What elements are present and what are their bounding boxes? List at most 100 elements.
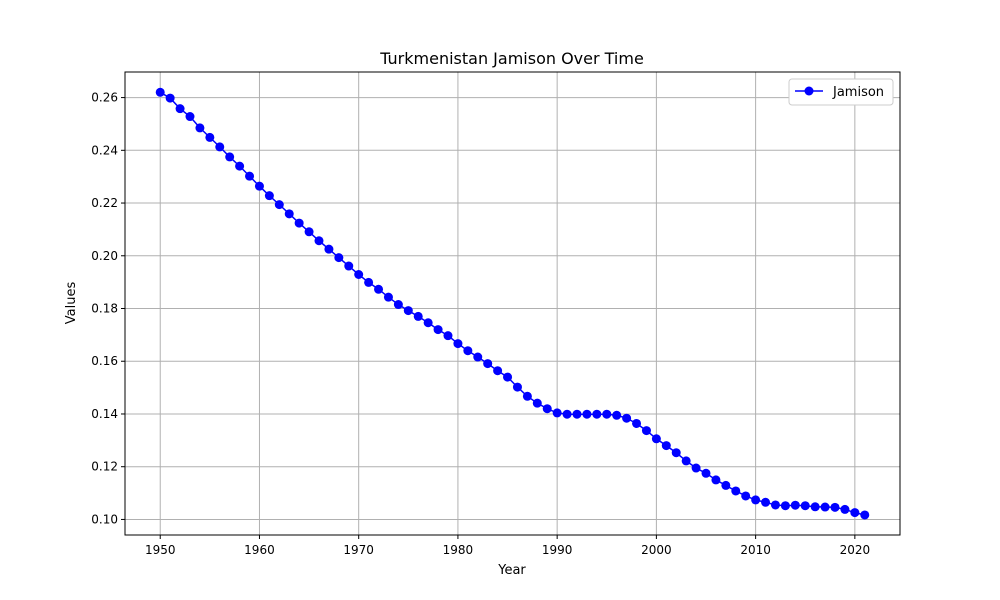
data-point (671, 448, 681, 458)
data-point (711, 475, 721, 485)
data-point (582, 409, 592, 419)
data-point (532, 398, 542, 408)
data-point (810, 502, 820, 512)
data-point (830, 502, 840, 512)
data-point (304, 227, 314, 237)
data-point (453, 339, 463, 349)
data-point (780, 501, 790, 511)
y-axis: 0.10 0.12 0.14 0.16 0.18 0.20 0.22 0.24 0.26 (91, 91, 125, 526)
data-point (185, 112, 195, 122)
data-point (800, 501, 810, 511)
data-point (483, 359, 493, 369)
x-tick-label: 1990 (542, 543, 573, 557)
data-point (512, 382, 522, 392)
data-point (195, 123, 205, 133)
data-point (592, 409, 602, 419)
data-point (612, 410, 622, 420)
data-point (235, 161, 245, 171)
data-point (651, 434, 661, 444)
data-point (314, 236, 324, 246)
x-tick-label: 1970 (343, 543, 374, 557)
data-point (691, 463, 701, 473)
data-point (155, 87, 165, 97)
data-point (364, 277, 374, 287)
data-point (761, 497, 771, 507)
data-point (383, 292, 393, 302)
chart-title: Turkmenistan Jamison Over Time (379, 49, 644, 68)
data-point (572, 409, 582, 419)
data-point (503, 372, 513, 382)
data-point (324, 244, 334, 254)
legend: Jamison (788, 78, 894, 106)
data-point (274, 200, 284, 210)
data-point (264, 191, 274, 201)
data-point (254, 181, 264, 191)
x-tick-label: 2000 (641, 543, 672, 557)
data-point (721, 480, 731, 490)
data-point (552, 408, 562, 418)
data-point (245, 171, 255, 181)
x-tick-label: 1950 (145, 543, 176, 557)
data-point (413, 311, 423, 321)
y-tick-label: 0.14 (91, 407, 118, 421)
y-tick-label: 0.16 (91, 354, 118, 368)
legend-label-jamison: Jamison (832, 85, 884, 100)
series-layer (155, 87, 870, 520)
data-point (751, 495, 761, 505)
legend-marker-swatch (804, 86, 814, 96)
data-point (681, 456, 691, 466)
legend-box (788, 78, 894, 106)
data-point (790, 500, 800, 510)
data-point (205, 132, 215, 142)
data-point (860, 510, 870, 520)
y-tick-label: 0.26 (91, 91, 118, 105)
data-point (433, 325, 443, 335)
data-point (344, 261, 354, 271)
plot-frame (124, 71, 901, 536)
data-point (820, 502, 830, 512)
data-point (294, 218, 304, 228)
y-tick-label: 0.20 (91, 249, 118, 263)
data-point (850, 508, 860, 518)
data-point (493, 366, 503, 376)
data-point (165, 93, 175, 103)
data-point (334, 253, 344, 263)
data-point (840, 504, 850, 514)
y-axis-label: Values (64, 282, 79, 325)
y-tick-label: 0.24 (91, 143, 118, 157)
data-point (215, 142, 225, 152)
y-tick-label: 0.22 (91, 196, 118, 210)
data-point (602, 409, 612, 419)
x-tick-label: 1980 (443, 543, 474, 557)
data-point (562, 409, 572, 419)
y-tick-label: 0.10 (91, 512, 118, 526)
x-tick-label: 1960 (244, 543, 275, 557)
data-point (423, 318, 433, 328)
data-point (770, 500, 780, 510)
data-point (225, 152, 235, 162)
data-point (641, 426, 651, 436)
data-point (741, 491, 751, 501)
data-point (354, 269, 364, 279)
data-point (473, 352, 483, 362)
data-point (403, 306, 413, 316)
data-point (731, 486, 741, 496)
x-tick-label: 2010 (740, 543, 771, 557)
data-point (393, 300, 403, 310)
data-point (701, 468, 711, 478)
x-tick-label: 2020 (840, 543, 871, 557)
data-point (284, 209, 294, 219)
y-tick-label: 0.18 (91, 302, 118, 316)
data-point (463, 346, 473, 356)
data-point (443, 331, 453, 341)
data-point (175, 104, 185, 114)
data-point (632, 418, 642, 428)
data-point (542, 404, 552, 414)
data-point (622, 413, 632, 423)
x-axis: 1950 1960 1970 1980 1990 2000 2010 2020 (145, 535, 870, 557)
x-axis-label: Year (497, 563, 526, 578)
data-point (661, 441, 671, 451)
grid (125, 72, 900, 535)
data-point (522, 391, 532, 401)
